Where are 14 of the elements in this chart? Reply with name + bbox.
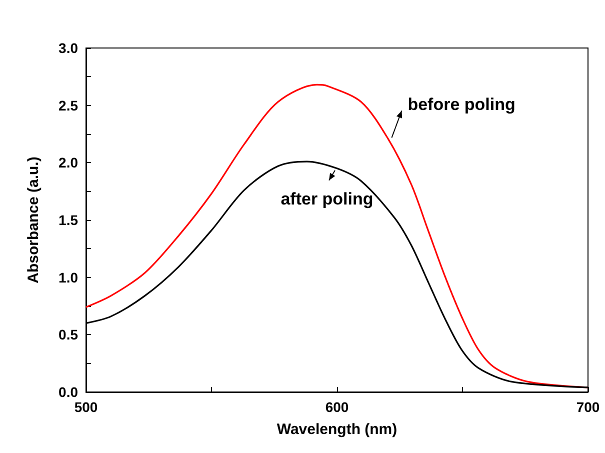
x-tick-label: 600 [325,399,349,415]
x-tick-label: 700 [576,399,600,415]
annotation: before poling [408,95,516,114]
annotation: after poling [280,189,374,208]
x-tick-label: 500 [74,399,98,415]
y-tick-label: 1.5 [58,212,78,228]
y-tick-label: 3.0 [58,40,78,56]
y-tick-label: 0.0 [58,384,78,400]
y-axis-title: Absorbance (a.u.) [25,156,42,284]
x-axis-title: Wavelength (nm) [276,421,398,438]
y-tick-label: 0.5 [58,326,78,343]
y-tick-label: 1.0 [58,269,78,286]
y-tick-label: 2.0 [58,154,78,171]
y-tick-label: 2.5 [58,97,78,114]
